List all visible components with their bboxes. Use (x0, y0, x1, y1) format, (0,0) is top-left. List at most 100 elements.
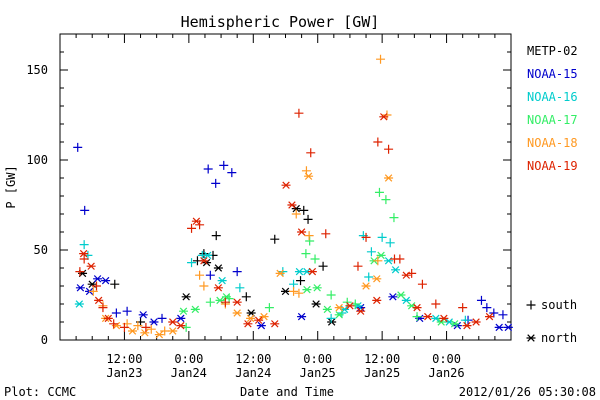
point-noaa-19-north (254, 316, 264, 324)
point-noaa-17-north (436, 318, 446, 326)
point-noaa-17-north (312, 284, 322, 292)
point-metp-02-south (296, 276, 306, 286)
point-noaa-18-north (127, 327, 137, 335)
point-noaa-15-north (93, 275, 103, 283)
point-noaa-17-north (221, 293, 231, 301)
legend-entry-noaa-17: NOAA-17 (527, 113, 578, 127)
legend-entry-noaa-16: NOAA-16 (527, 90, 578, 104)
point-noaa-18-south (373, 256, 383, 266)
y-tick-label: 50 (34, 243, 48, 257)
y-tick-label: 150 (26, 63, 48, 77)
point-noaa-19-north (423, 312, 433, 321)
point-noaa-19-south (458, 303, 468, 313)
point-noaa-18-north (259, 312, 269, 321)
point-noaa-18-south (304, 231, 314, 241)
point-noaa-15-north (388, 293, 398, 301)
point-noaa-15-south (111, 308, 121, 318)
x-tick-label-time: 12:00 (364, 352, 400, 366)
point-noaa-17-north (396, 291, 406, 299)
point-metp-02-north (311, 300, 321, 308)
point-noaa-15-north (494, 323, 504, 332)
point-noaa-15-south (219, 160, 229, 170)
point-noaa-15-south (476, 295, 486, 305)
point-noaa-16-south (377, 232, 387, 242)
point-noaa-16-south (278, 267, 288, 277)
point-noaa-19-south (373, 137, 383, 147)
point-noaa-16-south (235, 283, 245, 293)
point-noaa-17-south (381, 195, 391, 205)
point-noaa-19-north (307, 267, 317, 276)
point-noaa-19-south (306, 148, 316, 158)
point-noaa-18-south (289, 286, 299, 296)
point-noaa-19-south (75, 267, 85, 277)
point-metp-02-north (181, 293, 191, 301)
point-noaa-15-north (75, 284, 85, 292)
point-noaa-19-north (86, 262, 96, 270)
point-noaa-19-south (321, 229, 331, 239)
point-noaa-15-south (80, 205, 90, 215)
point-noaa-18-south (195, 270, 205, 280)
point-noaa-18-south (133, 321, 143, 331)
point-noaa-19-north (372, 296, 382, 305)
point-noaa-17-south (205, 297, 215, 307)
y-axis-label: P [GW] (4, 165, 18, 208)
x-tick-label-date: Jan26 (429, 366, 465, 380)
point-noaa-15-north (503, 323, 513, 332)
point-noaa-18-north (232, 309, 242, 317)
point-noaa-19-north (356, 307, 366, 315)
y-tick-label: 100 (26, 153, 48, 167)
point-noaa-18-south (160, 326, 170, 336)
point-noaa-16-south (187, 258, 197, 268)
point-noaa-18-north (361, 282, 371, 290)
footer-credit: Plot: CCMC (4, 385, 76, 399)
point-noaa-15-north (138, 311, 148, 319)
point-noaa-17-south (310, 254, 320, 264)
point-noaa-19-north (281, 181, 291, 189)
x-tick-label-date: Jan25 (300, 366, 336, 380)
legend-entry-metp-02: METP-02 (527, 44, 578, 58)
point-noaa-18-south (146, 324, 156, 334)
point-noaa-18-north (275, 269, 285, 278)
point-noaa-16-south (79, 240, 89, 250)
point-noaa-19-north (462, 321, 472, 330)
point-noaa-18-south (376, 54, 386, 64)
point-noaa-19-south (220, 297, 230, 307)
footer-timestamp: 2012/01/26 05:30:08 (459, 385, 596, 399)
point-noaa-19-north (213, 284, 223, 292)
point-noaa-17-north (376, 251, 386, 260)
plot-frame (59, 33, 512, 341)
point-metp-02-south (270, 234, 280, 244)
point-noaa-15-south (227, 168, 237, 178)
point-noaa-18-south (291, 209, 301, 219)
point-noaa-19-north (287, 201, 297, 209)
point-noaa-15-north (256, 321, 266, 330)
point-noaa-18-north (372, 275, 382, 283)
point-noaa-19-north (79, 249, 89, 258)
point-noaa-18-north (246, 314, 256, 323)
point-noaa-18-north (334, 303, 344, 312)
point-noaa-15-south (498, 310, 508, 320)
point-noaa-19-north (439, 314, 449, 323)
point-noaa-15-south (482, 303, 492, 313)
point-noaa-18-north (154, 330, 164, 339)
point-noaa-19-south (417, 279, 427, 289)
point-noaa-16-north (401, 296, 411, 305)
x-tick-label-date: Jan24 (171, 366, 207, 380)
point-noaa-16-north (431, 314, 441, 323)
point-noaa-17-north (450, 320, 460, 328)
x-tick-label-time: 0:00 (303, 352, 332, 366)
y-tick-label: 0 (41, 333, 48, 347)
point-noaa-19-north (168, 318, 178, 326)
x-axis-label: Date and Time (240, 385, 334, 399)
point-noaa-19-south (294, 108, 304, 118)
point-noaa-18-north (384, 174, 394, 182)
legend: METP-02 NOAA-15 NOAA-16 NOAA-17 NOAA-18 NOAA-… (526, 44, 578, 345)
point-noaa-19-south (431, 299, 441, 309)
legend-entry-noaa-19: NOAA-19 (527, 159, 578, 173)
point-noaa-18-north (168, 327, 178, 335)
point-noaa-16-south (364, 272, 374, 282)
point-noaa-16-north (217, 276, 227, 285)
x-tick-label-time: 0:00 (432, 352, 461, 366)
point-noaa-19-north (345, 302, 355, 310)
point-metp-02-south (318, 261, 328, 271)
